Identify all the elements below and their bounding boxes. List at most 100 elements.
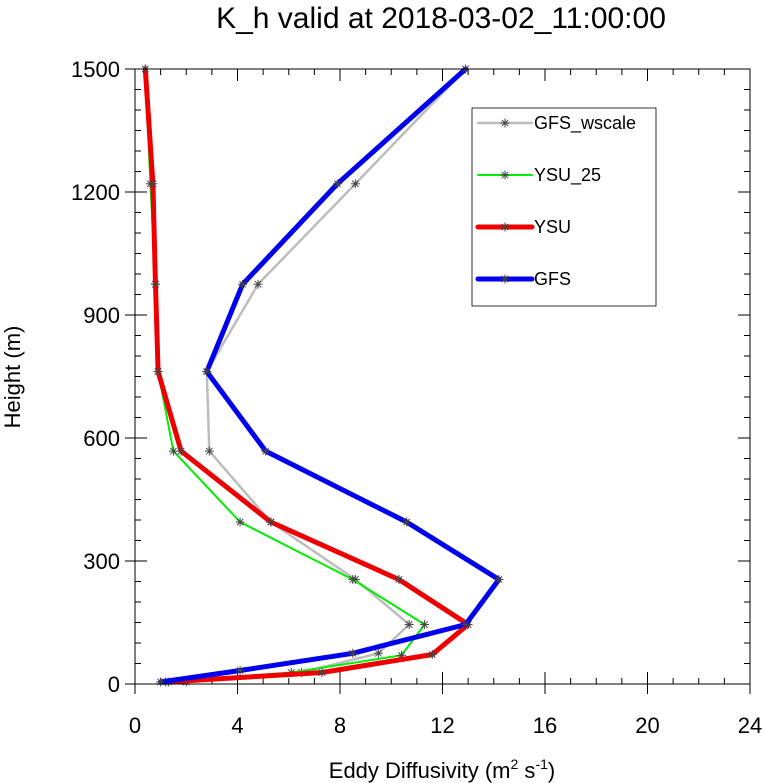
marker-stroke xyxy=(428,650,436,659)
legend: GFS_wscale YSU_25 YSU GFS xyxy=(471,107,657,307)
marker-stroke xyxy=(501,275,509,283)
x-axis-title-part: s xyxy=(518,758,535,783)
marker-stroke xyxy=(239,280,247,288)
marker-stroke xyxy=(177,447,185,455)
data-point-gfs xyxy=(332,179,342,189)
marker-stroke xyxy=(351,180,359,188)
x-tick-label: 16 xyxy=(533,713,557,738)
data-point-ysu-25 xyxy=(420,620,430,630)
data-point-ysu xyxy=(176,446,186,456)
x-axis-title-superscript: -1 xyxy=(535,756,548,772)
legend-label: GFS_wscale xyxy=(534,113,636,134)
series-gfs xyxy=(156,64,504,687)
marker-stroke xyxy=(203,368,211,376)
legend-marker xyxy=(500,222,510,232)
axis-ticks xyxy=(125,68,751,694)
y-tick-label: 1500 xyxy=(71,57,120,82)
series-lines xyxy=(140,64,504,687)
marker-stroke xyxy=(236,518,244,526)
tick-labels: 0 4 8 12 16 20 24 0 300 600 900 1200 1500 xyxy=(71,57,762,738)
data-point-gfs xyxy=(461,620,471,630)
data-point-gfs-wscale xyxy=(253,279,263,289)
chart-title: K_h valid at 2018-03-02_11:00:00 xyxy=(216,2,666,35)
data-point-ysu xyxy=(394,574,404,584)
data-point-ysu xyxy=(266,517,276,527)
data-point-gfs xyxy=(235,665,245,675)
marker-stroke xyxy=(154,368,162,376)
series-line-ysu-25 xyxy=(144,68,426,683)
legend-item-gfs-wscale: GFS_wscale xyxy=(476,113,636,134)
marker-stroke xyxy=(462,621,470,629)
legend-item-gfs: GFS xyxy=(475,269,571,289)
legend-item-ysu-25: YSU_25 xyxy=(477,165,601,186)
series-line-gfs xyxy=(158,66,502,685)
y-tick-label: 300 xyxy=(83,549,120,574)
legend-label: YSU xyxy=(534,217,571,237)
legend-marker xyxy=(500,118,510,128)
legend-label: YSU_25 xyxy=(534,165,601,186)
marker-stroke xyxy=(149,180,157,188)
series-ysu xyxy=(140,64,473,687)
y-tick-label: 1200 xyxy=(71,180,120,205)
y-tick-label: 600 xyxy=(83,426,120,451)
series-line-ysu xyxy=(142,66,471,685)
marker-stroke xyxy=(403,518,411,526)
y-tick-label: 900 xyxy=(83,303,120,328)
marker-stroke xyxy=(395,575,403,583)
legend-box xyxy=(471,107,657,307)
data-point-gfs xyxy=(238,279,248,289)
marker-stroke xyxy=(495,575,503,583)
legend-marker xyxy=(500,170,510,180)
data-point-ysu xyxy=(427,649,437,659)
plot-frame xyxy=(134,68,751,685)
data-point-ysu xyxy=(148,179,158,189)
y-tick-label: 0 xyxy=(108,672,120,697)
data-point-gfs xyxy=(494,574,504,584)
marker-stroke xyxy=(333,180,341,188)
series-gfs-wscale xyxy=(181,64,471,687)
x-tick-label: 0 xyxy=(129,713,141,738)
data-point-gfs xyxy=(261,446,271,456)
marker-stroke xyxy=(151,280,160,288)
marker-stroke xyxy=(349,649,357,657)
x-tick-label: 8 xyxy=(334,713,346,738)
x-tick-label: 12 xyxy=(430,713,454,738)
marker-stroke xyxy=(421,621,429,629)
x-tick-label: 24 xyxy=(738,713,762,738)
series-line-gfs-wscale xyxy=(185,67,467,684)
marker-stroke xyxy=(262,447,270,455)
data-point-gfs-wscale xyxy=(350,179,360,189)
data-point-gfs xyxy=(348,648,358,658)
marker-stroke xyxy=(254,280,262,288)
marker-stroke xyxy=(405,621,413,629)
data-point-gfs-wscale xyxy=(404,620,414,630)
data-point-ysu xyxy=(317,668,327,678)
data-point-gfs xyxy=(156,677,166,687)
x-axis-title-part: ) xyxy=(548,758,555,783)
legend-item-ysu: YSU xyxy=(475,217,571,237)
x-axis-title-part: Eddy Diffusivity (m xyxy=(329,758,511,783)
x-tick-label: 4 xyxy=(231,713,243,738)
series-ysu-25 xyxy=(140,64,430,687)
data-point-gfs xyxy=(402,517,412,527)
legend-label: GFS xyxy=(534,269,571,289)
x-axis-title: Eddy Diffusivity (m2 s-1) xyxy=(329,756,555,783)
marker-stroke xyxy=(267,518,275,526)
data-point-ysu-25 xyxy=(168,446,178,456)
marker-stroke xyxy=(349,575,357,583)
marker-stroke xyxy=(318,668,326,677)
legend-marker xyxy=(500,274,510,284)
marker-stroke xyxy=(501,171,509,179)
data-point-gfs-wscale xyxy=(204,446,214,456)
marker-stroke xyxy=(501,119,509,127)
data-point-gfs-wscale xyxy=(373,648,383,658)
marker-stroke xyxy=(501,223,509,231)
y-axis-title: Height (m) xyxy=(0,326,25,429)
data-point-ysu xyxy=(151,279,160,289)
marker-stroke xyxy=(374,649,382,657)
data-point-ysu xyxy=(153,367,163,377)
x-tick-label: 20 xyxy=(635,713,659,738)
marker-stroke xyxy=(205,447,213,455)
x-axis-title-superscript: 2 xyxy=(511,756,519,772)
